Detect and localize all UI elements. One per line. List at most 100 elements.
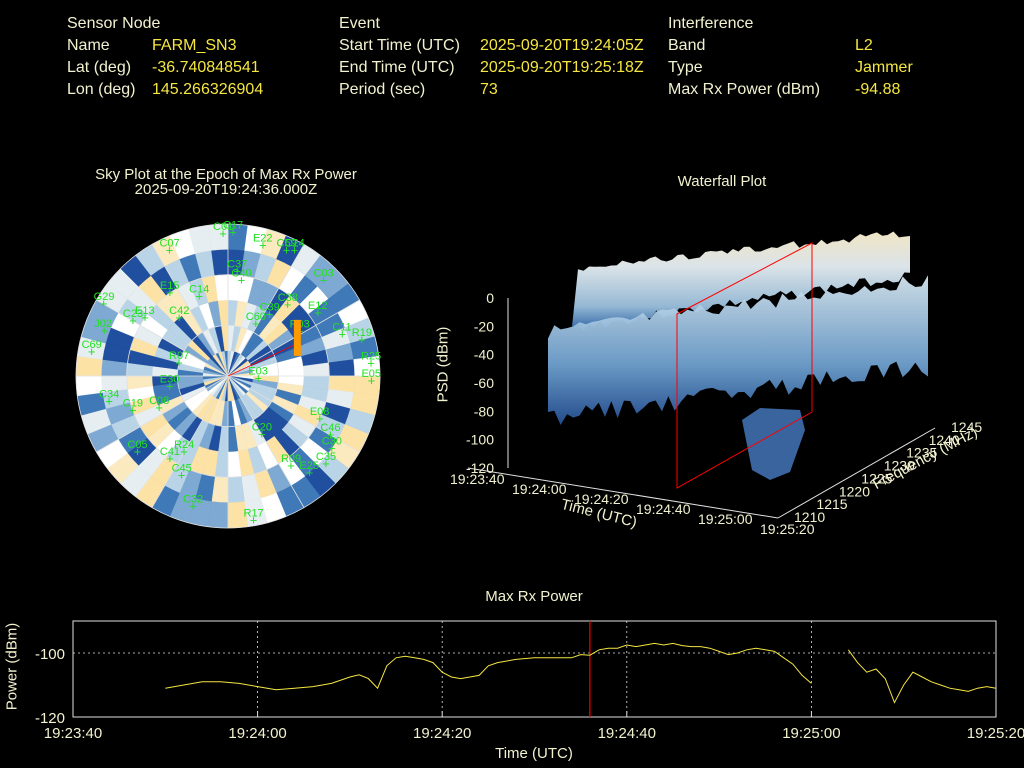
- satellite-marker: +: [367, 355, 375, 370]
- satellite-marker: +: [134, 444, 142, 459]
- satellite-label: C69: [82, 339, 102, 351]
- jammer-bearing-line: [227, 343, 298, 377]
- skyplot-azimuth-spoke: [96, 299, 229, 377]
- maxrx-y-tick: -100: [35, 646, 65, 663]
- skyplot-azimuth-spoke: [227, 375, 305, 508]
- satellite-marker: +: [166, 378, 174, 393]
- satellite-label: C14: [189, 284, 209, 296]
- waterfall-z-tick: -20: [474, 318, 494, 334]
- satellite-label: C42: [169, 305, 189, 317]
- event-start-label: Start Time (UTC): [339, 37, 460, 54]
- satellite-label: C37: [227, 259, 247, 271]
- satellite-marker: +: [291, 243, 299, 258]
- satellite-label: E12: [308, 300, 328, 312]
- satellite-label: C03: [314, 267, 334, 279]
- satellite-marker: +: [178, 467, 186, 482]
- satellite-marker: +: [266, 306, 274, 321]
- event-start-value: 2025-09-20T19:24:05Z: [480, 37, 644, 54]
- satellite-label: E25: [299, 460, 319, 472]
- waterfall-x-tick: 19:25:00: [698, 511, 753, 527]
- maxrx-title: Max Rx Power: [485, 588, 583, 605]
- maxrx-xlabel: Time (UTC): [495, 745, 573, 762]
- satellite-marker: +: [306, 465, 314, 480]
- maxrx-plot: 19:23:40 19:24:00 19:24:20 19:24:40 19:25:00…: [35, 620, 1024, 742]
- waterfall-x-tick: 19:24:40: [636, 501, 691, 517]
- satellite-marker: +: [283, 242, 291, 257]
- satellite-marker: +: [287, 458, 295, 473]
- satellite-label: C34: [99, 388, 119, 400]
- satellite-marker: +: [166, 451, 174, 466]
- skyplot-title: Sky Plot at the Epoch of Max Rx Power: [95, 166, 357, 183]
- waterfall-y-tick: 1220: [839, 483, 870, 499]
- satellite-label: C11: [332, 321, 351, 333]
- waterfall-surface-gap: [742, 408, 805, 480]
- satellite-marker: +: [327, 427, 335, 442]
- waterfall-x-axis: [467, 467, 779, 519]
- skyplot-azimuth-spoke: [227, 244, 305, 377]
- satellite-label: R25: [361, 350, 381, 362]
- waterfall-y-tick: 1230: [884, 458, 915, 474]
- event-end-value: 2025-09-20T19:25:18Z: [480, 59, 644, 76]
- skyplot-heatmap: [75, 223, 381, 529]
- maxrx-trace: [165, 642, 812, 691]
- waterfall-x-tick: 19:24:00: [512, 481, 567, 497]
- maxrx-x-tick: 19:24:00: [228, 725, 286, 742]
- event-end-label: End Time (UTC): [339, 59, 455, 76]
- maxrx-x-tick: 19:23:40: [44, 725, 102, 742]
- sensor-lon-value: 145.266326904: [152, 81, 264, 98]
- satellite-label: J02: [94, 318, 112, 330]
- interference-maxpower-value: -94.88: [855, 81, 901, 98]
- satellite-label: C01: [213, 221, 233, 233]
- maxrx-x-tick: 19:25:20: [967, 725, 1024, 742]
- satellite-marker: +: [105, 393, 113, 408]
- interference-band-value: L2: [855, 37, 873, 54]
- satellite-marker: +: [258, 427, 266, 442]
- satellite-label: C40: [231, 268, 251, 280]
- satellite-marker: +: [320, 272, 328, 287]
- satellite-marker: +: [322, 456, 330, 471]
- satellite-marker: +: [195, 289, 203, 304]
- waterfall-z-tick: -120: [466, 460, 494, 476]
- satellite-label: C32: [183, 494, 203, 506]
- interference-type-value: Jammer: [855, 59, 913, 76]
- satellite-marker: +: [129, 403, 137, 418]
- skyplot-azimuth-spoke: [227, 375, 360, 453]
- satellite-marker: +: [166, 285, 174, 300]
- skyplot-azimuth-spoke: [227, 299, 360, 377]
- satellite-label: E05: [361, 368, 381, 380]
- satellite-label: C24: [285, 238, 305, 250]
- waterfall-y-tick: 1210: [794, 509, 825, 525]
- satellite-marker: +: [219, 226, 227, 241]
- waterfall-axes: [467, 298, 936, 519]
- satellite-label: C05: [127, 439, 147, 451]
- sensor-lat-label: Lat (deg): [67, 59, 132, 76]
- maxrx-x-tick: 19:24:40: [598, 725, 656, 742]
- maxrx-x-tick: 19:25:00: [782, 725, 840, 742]
- event-period-label: Period (sec): [339, 81, 426, 98]
- waterfall-x-tick: 19:25:20: [760, 521, 815, 537]
- satellite-marker: +: [189, 499, 197, 514]
- satellite-label: C19: [123, 398, 143, 410]
- skyplot-satellites: +C07+C01+C17+E22+C59+C24+C37+C40 +C03+C38…: [82, 220, 382, 528]
- satellite-label: E22: [253, 232, 273, 244]
- satellite-marker: +: [155, 400, 163, 415]
- sensor-name-label: Name: [67, 37, 110, 54]
- waterfall-x-tick: 19:24:20: [574, 491, 629, 507]
- satellite-label: C39: [260, 301, 280, 313]
- satellite-label: R17: [244, 508, 264, 520]
- waterfall-x-tick: 19:23:40: [450, 471, 505, 487]
- waterfall-y-tick: 1225: [861, 470, 892, 486]
- satellite-label: C20: [252, 422, 272, 434]
- interference-band-label: Band: [668, 37, 706, 54]
- event-heading: Event: [339, 15, 380, 32]
- sensor-lon-label: Lon (deg): [67, 81, 136, 98]
- satellite-label: C30: [322, 436, 342, 448]
- satellite-label: C23: [123, 308, 143, 320]
- satellite-marker: +: [284, 297, 292, 312]
- satellite-label: C46: [320, 422, 340, 434]
- sensor-lat-value: -36.740848541: [152, 59, 260, 76]
- satellite-marker: +: [250, 513, 258, 528]
- satellite-label: C08: [149, 395, 169, 407]
